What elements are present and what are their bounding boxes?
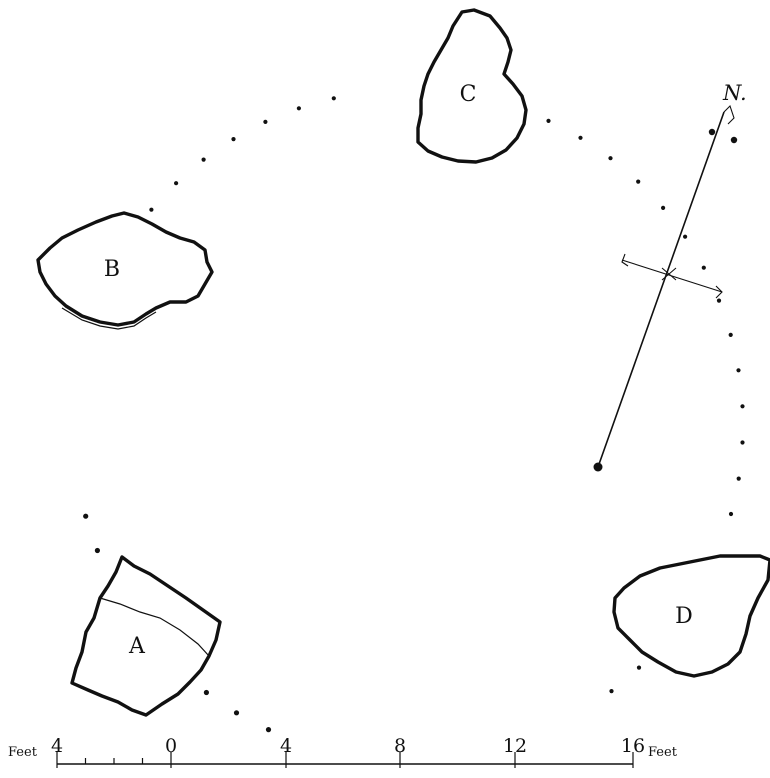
ring-dot [263,119,268,124]
scale-bar: Feet Feet 4 0 4 8 12 16 [8,735,678,768]
stone-d-label: D [675,604,693,629]
needle-pivot-mark [661,267,677,281]
ring-dot [174,181,179,186]
ring-dot [736,476,741,481]
needle-arrow-head [723,104,735,125]
north-arrow: N. [593,81,747,472]
ring-dot [233,710,240,716]
ring-dot [683,234,688,239]
ring-dot [265,727,272,733]
stone-b-label: B [104,257,120,282]
ring-dot [578,135,583,140]
ring-dot [231,137,236,142]
ring-dot [636,665,642,670]
scale-tick-label: 4 [51,735,63,757]
scale-unit-right: Feet [648,745,678,760]
needle-dot-right [730,136,738,144]
stone-a-outline [70,555,222,717]
stone-b-outline [36,211,214,327]
north-label: N. [722,81,747,105]
needle-dot-left [708,128,716,136]
stone-c: C [416,8,528,164]
ring-dot [201,157,206,162]
stone-a-label: A [128,634,146,659]
ring-dot [609,689,614,694]
ring-dot [728,332,733,337]
scale-tick-label: 0 [165,735,177,757]
stone-c-outline [416,8,528,164]
ring-dot [608,156,613,161]
ring-dot [701,265,706,270]
crossbar-right-end [715,285,723,299]
ring-dot [728,511,734,517]
stone-a: A [70,555,222,717]
scale-tick-label: 8 [394,735,406,757]
stone-b-double-edge [61,307,157,330]
ring-dot [716,298,722,303]
stone-d-outline [612,554,770,678]
ring-dot [83,513,89,519]
ring-dot [740,404,745,409]
ring-dot [296,106,301,111]
scale-tick-label: 16 [621,735,645,757]
ring-dot [94,547,100,554]
north-needle [597,111,725,468]
scale-major-ticks: 4 0 4 8 12 16 [51,735,645,768]
ring-dot [661,205,666,210]
ring-dot [740,440,745,445]
ring-dot [149,207,154,212]
ring-dot [331,96,336,101]
ring-dot [636,179,641,184]
stone-d: D [612,554,770,678]
scale-tick-label: 4 [280,735,292,757]
scale-tick-label: 12 [503,735,527,757]
ring-dot [203,689,209,696]
stone-a-crack [99,597,210,657]
scale-unit-left: Feet [8,745,38,760]
stone-c-label: C [460,82,477,107]
needle-base-dot [593,462,603,472]
ring-dot [546,118,551,123]
crossbar-left-end [621,253,629,267]
scale-minor-ticks [84,758,144,764]
stone-b: B [36,211,214,330]
ring-dot [736,368,741,373]
